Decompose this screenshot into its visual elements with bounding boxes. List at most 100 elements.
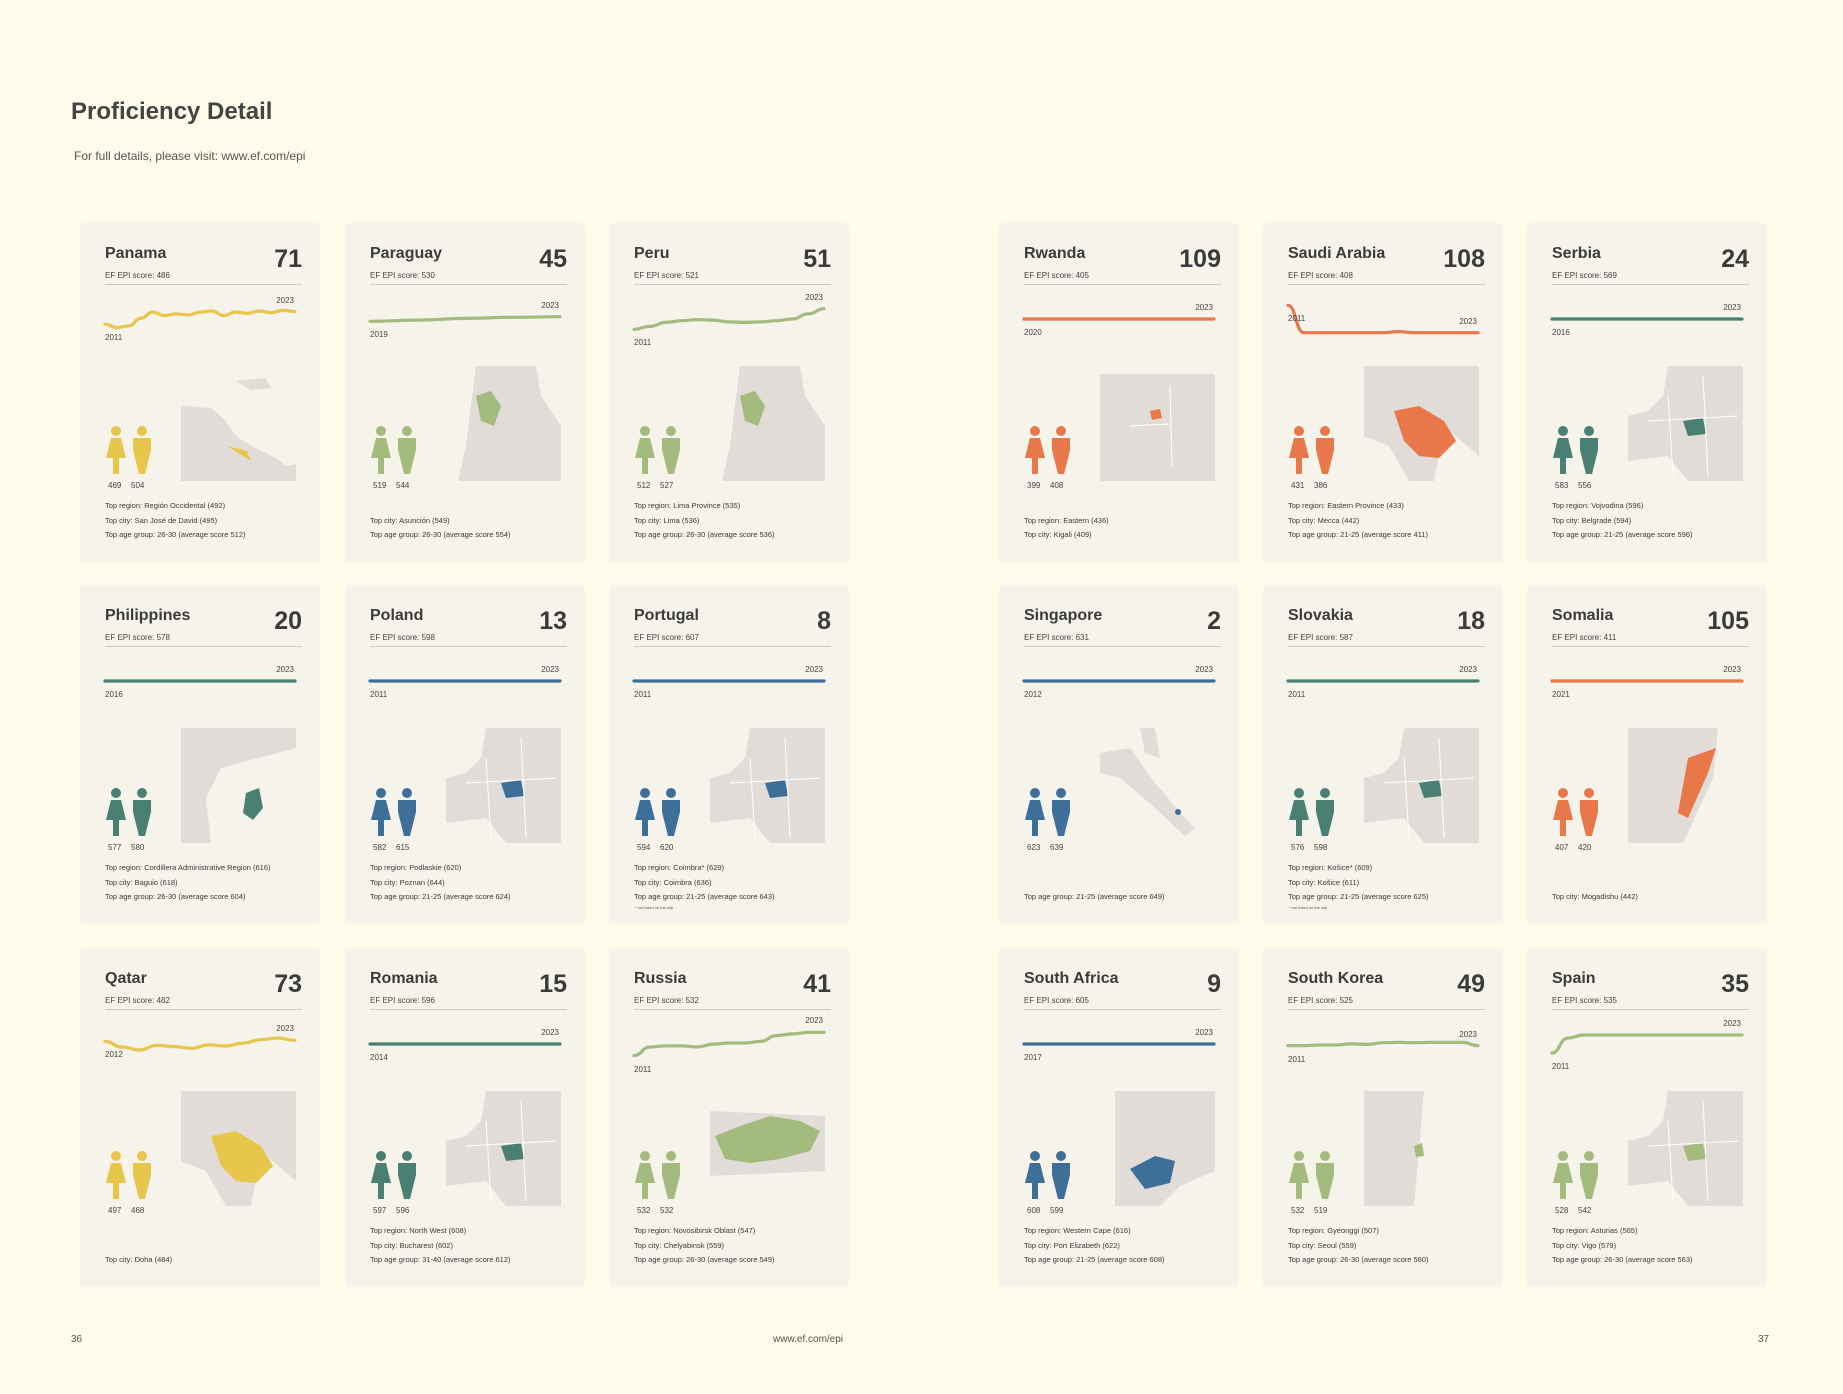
divider <box>370 646 567 647</box>
gender-figures <box>370 1151 430 1205</box>
female-score: 597 <box>373 1206 387 1215</box>
map-container <box>1100 366 1215 481</box>
region-map <box>1364 728 1479 843</box>
country-card: Russia 41 EF EPI score: 532 2011 2023 532 532 T… <box>609 948 849 1287</box>
fact-line: Top region: Vojvodina (596) <box>1552 501 1644 510</box>
map-container <box>181 728 296 843</box>
map-shape <box>1647 375 1739 477</box>
fact-line: Top region: Eastern Province (433) <box>1288 501 1404 510</box>
country-card: Portugal 8 EF EPI score: 607 2011 2023 594 620… <box>609 585 849 924</box>
gender-figures <box>1288 426 1348 480</box>
male-score: 598 <box>1314 843 1328 852</box>
trend-end-year: 2023 <box>1723 665 1741 674</box>
score-trend-chart <box>1022 1042 1216 1046</box>
fact-line: Top city: Coimbra (636) <box>634 877 712 887</box>
trend-end-year: 2023 <box>1195 303 1213 312</box>
male-score: 532 <box>660 1206 674 1215</box>
map-shape <box>1628 366 1668 416</box>
country-facts: Top region: Western Cape (616) Top city: … <box>1024 1224 1233 1268</box>
country-name: South Korea <box>1288 970 1384 987</box>
fact-line: Top age group: 21-25 (average score 608) <box>1024 1255 1165 1264</box>
region-map <box>446 728 561 843</box>
fact-line: Top city: Poznan (644) <box>370 877 445 887</box>
country-facts: Top region: Vojvodina (596) Top city: Bel… <box>1552 499 1761 543</box>
page-subtitle: For full details, please visit: www.ef.c… <box>74 149 306 163</box>
map-shape <box>1364 728 1404 778</box>
gender-figures <box>634 426 694 480</box>
female-score: 583 <box>1555 481 1569 490</box>
male-icon <box>1580 788 1598 836</box>
fact-line: Top age group: 21-25 (average score 643) <box>634 892 775 901</box>
country-name: Poland <box>370 607 424 624</box>
map-shape <box>1647 1100 1739 1202</box>
fact-line: Top city: Mecca (442) <box>1288 515 1360 525</box>
region-map <box>710 1091 825 1206</box>
map-container <box>1628 728 1743 843</box>
trend-start-year: 2019 <box>370 330 388 340</box>
map-shape <box>1100 1091 1115 1206</box>
trend-start-year: 2012 <box>1024 690 1042 699</box>
fact-line: Top age group: 21-25 (average score 649) <box>1024 892 1165 901</box>
female-icon <box>1289 426 1309 474</box>
male-score: 519 <box>1314 1206 1328 1215</box>
male-score: 580 <box>131 843 145 852</box>
female-icon <box>106 426 126 474</box>
map-shape <box>1683 418 1706 436</box>
male-icon <box>1316 788 1334 836</box>
map-shape <box>1419 780 1442 798</box>
fact-line: Top city: Mogadishu (442) <box>1552 892 1638 901</box>
map-shape <box>181 406 296 481</box>
country-card: Singapore 2 EF EPI score: 631 2012 2023 623 63… <box>999 585 1239 924</box>
trend-start-year: 2012 <box>105 1050 123 1060</box>
male-icon <box>1052 426 1070 474</box>
fact-line: Top region: Lima Province (535) <box>634 501 741 510</box>
country-rank: 13 <box>539 607 567 635</box>
map-container <box>446 728 561 843</box>
map-shape <box>476 391 501 426</box>
trend-start-year: 2011 <box>634 690 652 699</box>
country-rank: 41 <box>803 970 831 998</box>
male-score: 544 <box>396 481 410 490</box>
country-rank: 18 <box>1457 607 1485 635</box>
region-map <box>181 728 296 843</box>
male-score: 468 <box>131 1206 145 1215</box>
trend-end-year: 2023 <box>1195 1028 1213 1037</box>
female-icon <box>1289 788 1309 836</box>
score-trend-chart <box>368 315 562 323</box>
score-trend-chart <box>632 307 826 331</box>
female-icon <box>106 788 126 836</box>
country-rank: 109 <box>1179 245 1221 273</box>
divider <box>1552 646 1749 647</box>
divider <box>1552 1009 1749 1010</box>
score-trend-chart <box>1286 303 1480 335</box>
male-score: 615 <box>396 843 410 852</box>
map-shape <box>211 1131 273 1183</box>
trend-end-year: 2023 <box>805 292 823 302</box>
map-shape <box>1364 436 1409 481</box>
country-facts: Top region: North West (608) Top city: Bu… <box>370 1224 579 1268</box>
epi-score: EF EPI score: 486 <box>105 271 170 280</box>
country-card: Philippines 20 EF EPI score: 578 2016 2023 57… <box>80 585 320 924</box>
footer-url[interactable]: www.ef.com/epi <box>773 1334 844 1345</box>
epi-score: EF EPI score: 408 <box>1288 271 1353 280</box>
score-trend-chart <box>103 679 297 683</box>
female-score: 431 <box>1291 481 1305 490</box>
fact-line: Top age group: 21-25 (average score 411) <box>1288 530 1428 539</box>
epi-score: EF EPI score: 405 <box>1024 271 1089 280</box>
country-card: Slovakia 18 EF EPI score: 587 2011 2023 576 59… <box>1263 585 1503 924</box>
female-icon <box>371 1151 391 1199</box>
country-rank: 108 <box>1443 245 1485 273</box>
epi-score: EF EPI score: 607 <box>634 633 699 642</box>
country-rank: 73 <box>274 970 302 998</box>
country-card: Qatar 73 EF EPI score: 482 2012 2023 497 468 To… <box>80 948 320 1287</box>
country-facts: Top region: Región Occidental (492) Top c… <box>105 499 314 543</box>
country-name: Qatar <box>105 970 147 987</box>
fact-line: Top city: Vigo (579) <box>1552 1240 1617 1250</box>
trend-start-year: 2011 <box>105 333 123 343</box>
fact-line: Top age group: 21-25 (average score 624) <box>370 892 511 901</box>
trend-line <box>632 307 826 331</box>
country-rank: 45 <box>539 245 567 273</box>
trend-end-year: 2023 <box>1723 1019 1741 1028</box>
map-container <box>1364 1091 1479 1206</box>
male-score: 504 <box>131 481 145 490</box>
